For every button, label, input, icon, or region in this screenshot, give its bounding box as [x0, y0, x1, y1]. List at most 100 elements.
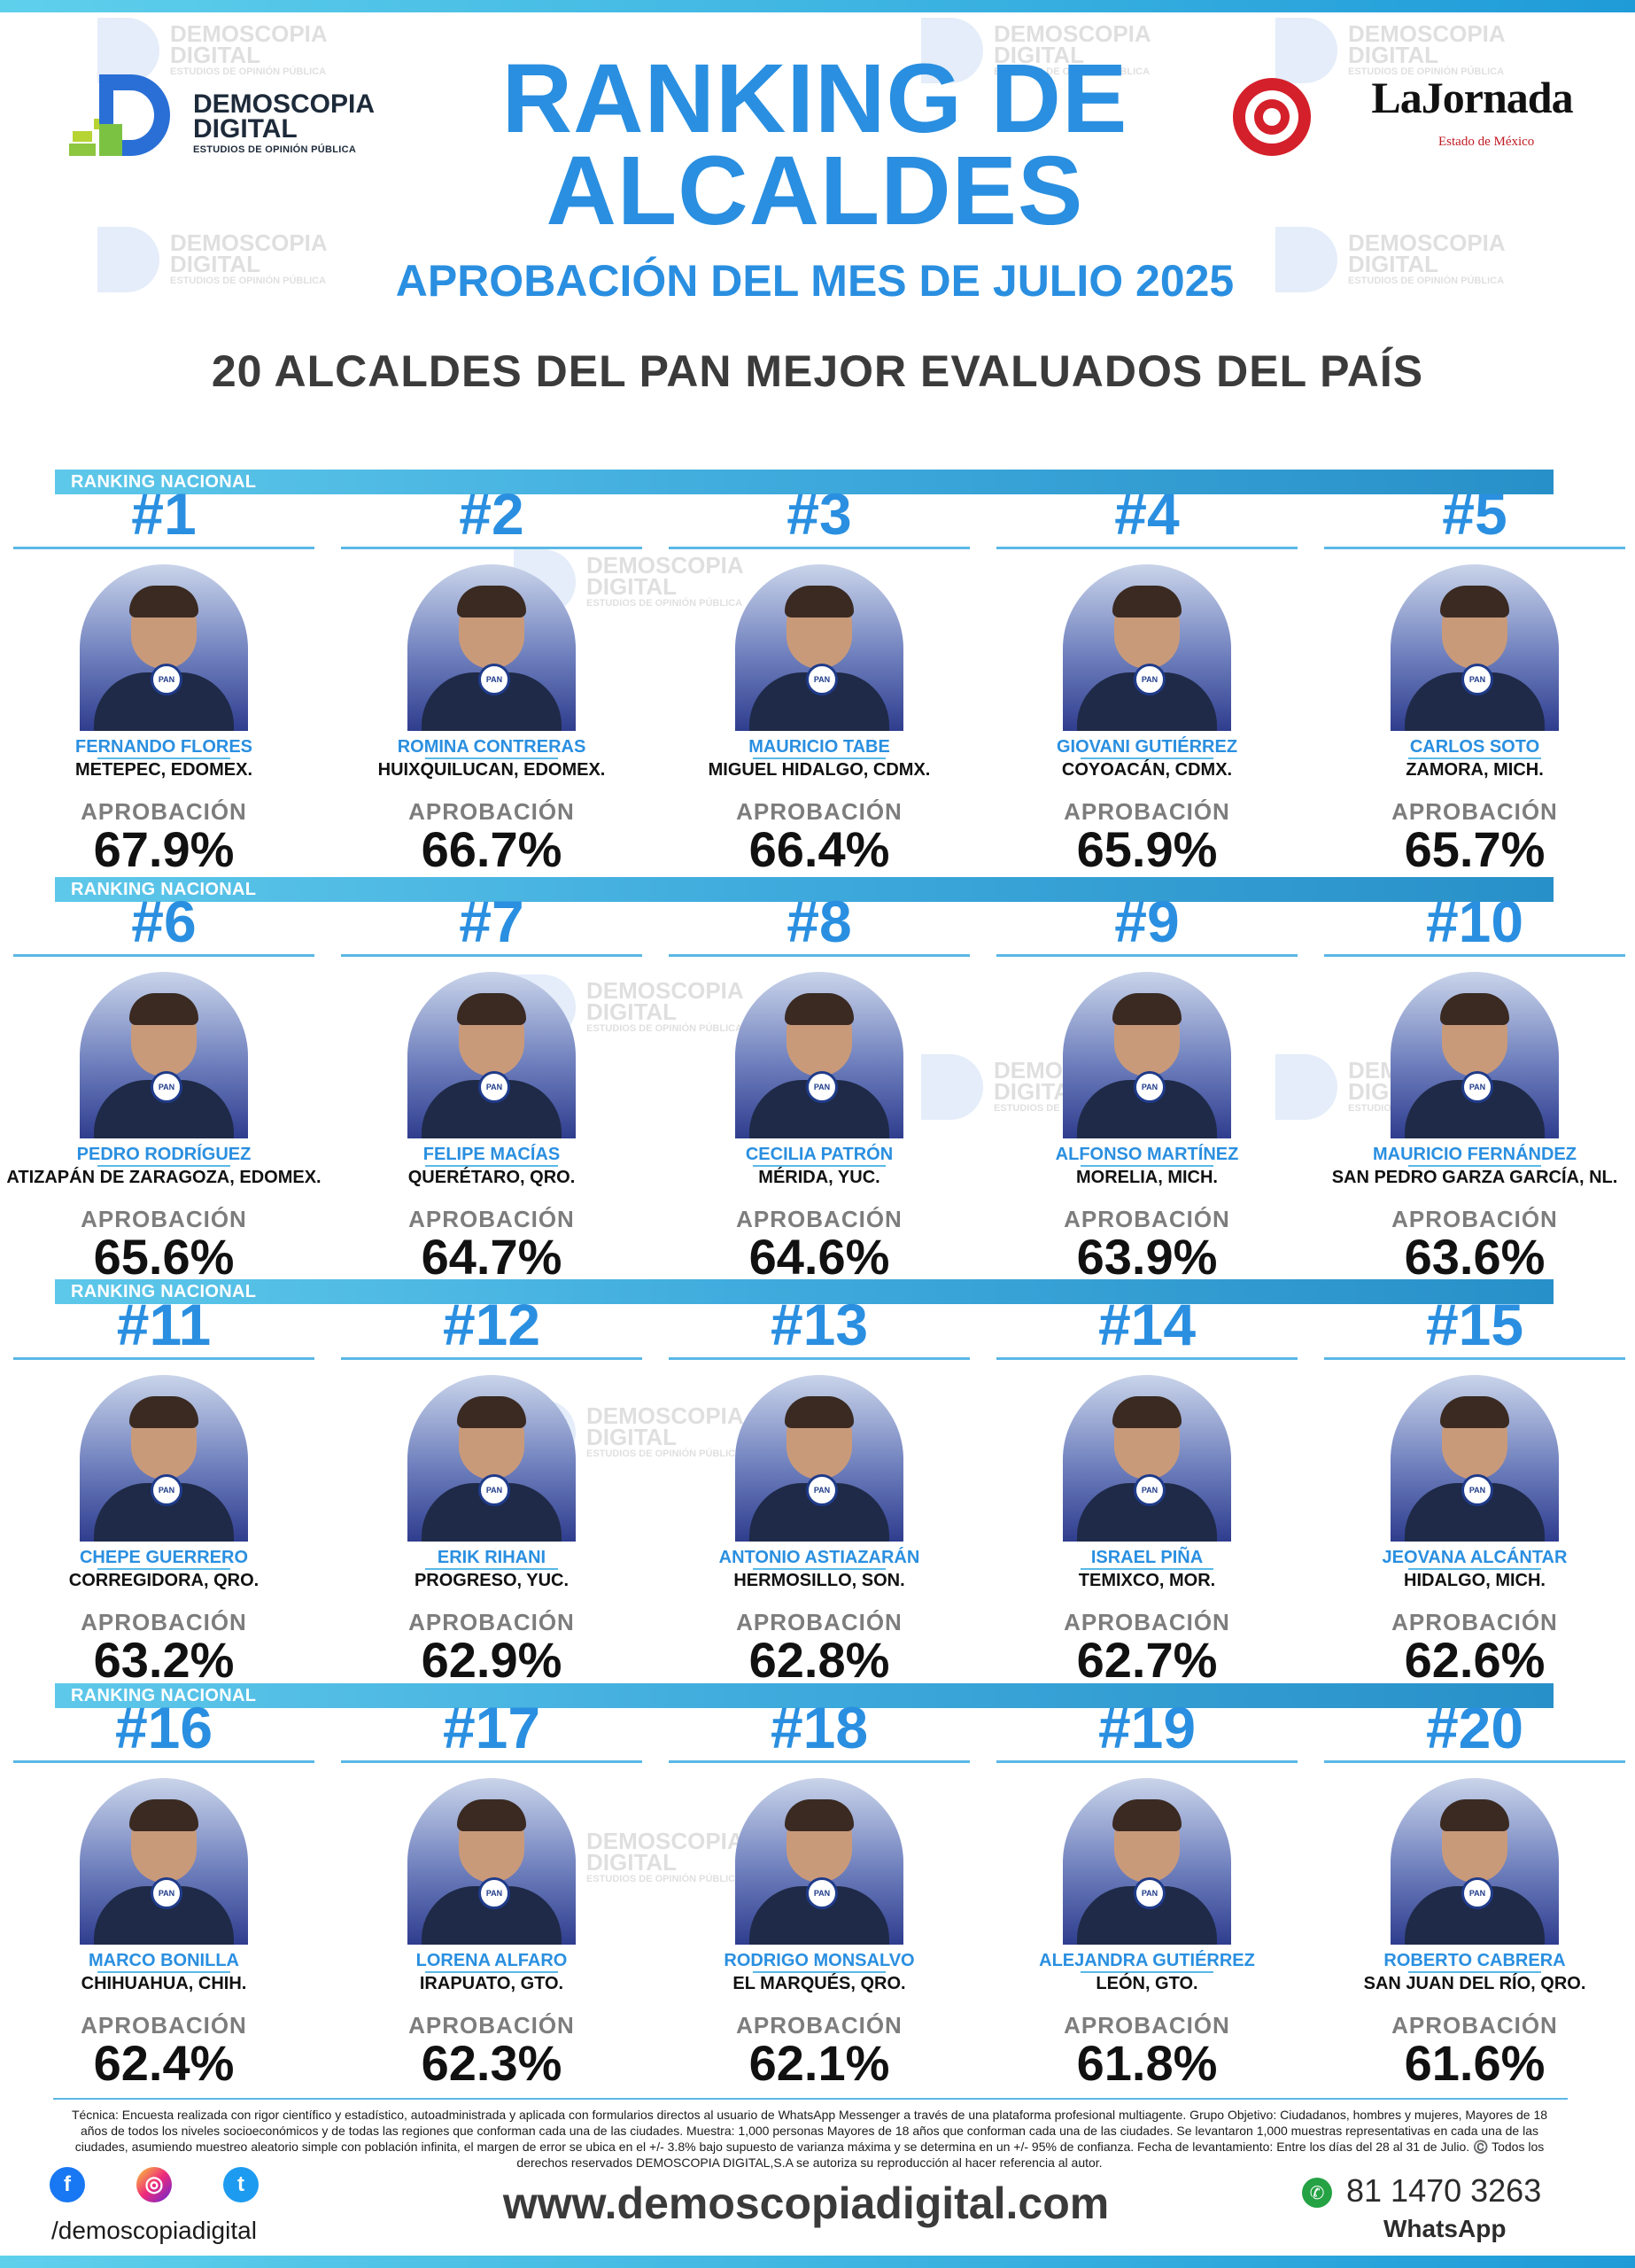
rank-number: #12 — [442, 1292, 541, 1357]
footer-divider — [53, 2098, 1568, 2100]
pan-badge-icon: PAN — [151, 1877, 182, 1909]
bottom-accent-bar — [0, 2256, 1635, 2268]
rank-divider — [669, 547, 970, 549]
rank-divider — [341, 1357, 642, 1360]
mayor-photo: PAN — [407, 1375, 576, 1542]
mayor-municipality: ATIZAPÁN DE ZARAGOZA, EDOMEX. — [6, 1168, 322, 1187]
rank-number: #13 — [770, 1292, 869, 1357]
pan-badge-icon: PAN — [151, 1071, 182, 1103]
approval-label: APROBACIÓN — [736, 2012, 903, 2039]
rank-divider — [13, 1760, 314, 1763]
mayor-card: #14 PAN ISRAEL PIÑA TEMIXCO, MOR. APROBACIÓN… — [996, 1292, 1298, 1687]
rank-number: #8 — [787, 889, 852, 954]
portrait-hair — [457, 993, 526, 1025]
instagram-icon[interactable]: ◎ — [136, 2167, 172, 2202]
mayor-card: #11 PAN CHEPE GUERRERO CORREGIDORA, QRO. APR… — [13, 1293, 314, 1687]
portrait-hair — [785, 1799, 854, 1831]
rank-number: #1 — [131, 481, 197, 547]
rank-divider — [13, 1357, 314, 1360]
mayor-card: #18 PAN RODRIGO MONSALVO EL MARQUÉS, QRO. AP… — [669, 1697, 970, 2090]
rank-number: #19 — [1097, 1695, 1197, 1760]
mayor-photo: PAN — [735, 564, 903, 731]
whatsapp-phone: 81 1470 3263 — [1346, 2172, 1542, 2209]
approval-label: APROBACIÓN — [1064, 2012, 1230, 2039]
rank-divider — [13, 547, 314, 549]
website-link[interactable]: www.demoscopiadigital.com — [502, 2179, 1110, 2228]
whatsapp-contact[interactable]: ✆ 81 1470 3263 WhatsApp — [1302, 2172, 1568, 2249]
pan-badge-icon: PAN — [806, 1877, 838, 1909]
approval-value: 63.2% — [93, 1632, 235, 1688]
name-divider — [425, 757, 558, 759]
mayor-photo: PAN — [1063, 1778, 1231, 1945]
mayor-name: ALEJANDRA GUTIÉRREZ — [1039, 1951, 1255, 1970]
approval-value: 61.8% — [1076, 2035, 1218, 2091]
name-divider — [425, 1971, 558, 1973]
social-handle[interactable]: /demoscopiadigital — [51, 2217, 257, 2244]
approval-label: APROBACIÓN — [1391, 1609, 1558, 1635]
approval-label: APROBACIÓN — [1391, 798, 1558, 825]
pan-badge-icon: PAN — [478, 664, 510, 695]
mayor-name: ALFONSO MARTÍNEZ — [1055, 1145, 1239, 1164]
rank-number: #5 — [1442, 481, 1507, 547]
approval-value: 62.7% — [1076, 1632, 1218, 1688]
rank-divider — [996, 1760, 1298, 1763]
portrait-hair — [1440, 993, 1509, 1025]
portrait-hair — [785, 586, 854, 617]
twitter-icon[interactable]: t — [223, 2167, 259, 2202]
mayor-municipality: SAN JUAN DEL RÍO, QRO. — [1363, 1974, 1586, 1993]
page-title: RANKING DE ALCALDES — [501, 44, 1128, 245]
la-jornada-logo: LaJornada Estado de México — [1229, 74, 1574, 163]
name-divider — [753, 757, 886, 759]
mayor-name: ROBERTO CABRERA — [1383, 1951, 1566, 1970]
approval-value: 62.3% — [421, 2035, 562, 2091]
mayor-municipality: QUERÉTARO, QRO. — [407, 1168, 576, 1187]
mayor-name: FERNANDO FLORES — [75, 737, 252, 757]
page-headline: 20 ALCALDES DEL PAN MEJOR EVALUADOS DEL … — [211, 346, 1424, 396]
portrait-hair — [457, 586, 526, 617]
rank-number: #15 — [1425, 1292, 1524, 1357]
whatsapp-label: WhatsApp — [1383, 2215, 1507, 2242]
portrait-hair — [1112, 1799, 1182, 1831]
pan-badge-icon: PAN — [478, 1877, 510, 1909]
portrait-hair — [1112, 586, 1182, 617]
approval-label: APROBACIÓN — [736, 798, 903, 825]
mayor-municipality: PROGRESO, YUC. — [414, 1571, 570, 1590]
name-divider — [425, 1165, 558, 1167]
jornada-wordmark: LaJornada — [1371, 73, 1573, 122]
pan-badge-icon: PAN — [1461, 664, 1493, 695]
pan-badge-icon: PAN — [478, 1474, 510, 1506]
mayor-card: #4 PAN GIOVANI GUTIÉRREZ COYOACÁN, CDMX. APR… — [996, 483, 1298, 876]
mayor-name: FELIPE MACÍAS — [422, 1145, 561, 1164]
rank-number: #16 — [114, 1695, 213, 1760]
approval-value: 64.7% — [421, 1229, 562, 1285]
rank-divider — [341, 954, 642, 957]
mayor-municipality: COYOACÁN, CDMX. — [1061, 760, 1233, 780]
section-bar: RANKING NACIONAL — [55, 877, 1554, 902]
rank-number: #7 — [459, 889, 524, 954]
portrait-hair — [1112, 993, 1182, 1025]
mayor-name: MAURICIO TABE — [748, 737, 890, 757]
rank-number: #14 — [1097, 1292, 1197, 1357]
approval-value: 65.6% — [93, 1229, 235, 1285]
portrait-hair — [1440, 586, 1509, 617]
section-bar: RANKING NACIONAL — [55, 1279, 1554, 1304]
name-divider — [97, 1165, 230, 1167]
approval-label: APROBACIÓN — [81, 1609, 247, 1635]
pan-badge-icon: PAN — [151, 664, 182, 695]
name-divider — [753, 1971, 886, 1973]
rank-number: #10 — [1425, 889, 1524, 954]
mayor-photo: PAN — [735, 1778, 903, 1945]
rank-divider — [669, 1357, 970, 1360]
demoscopia-d-icon — [69, 74, 170, 156]
mayor-card: #10 PAN MAURICIO FERNÁNDEZ SAN PEDRO GARZA … — [1324, 889, 1625, 1284]
mayor-name: ERIK RIHANI — [437, 1548, 546, 1567]
mayor-municipality: MIGUEL HIDALGO, CDMX. — [708, 760, 931, 780]
mayor-photo: PAN — [735, 972, 903, 1138]
facebook-icon[interactable]: f — [50, 2167, 85, 2202]
mayor-card: #19 PAN ALEJANDRA GUTIÉRREZ LEÓN, GTO. APROB… — [996, 1695, 1298, 2090]
approval-label: APROBACIÓN — [1391, 2012, 1558, 2039]
mayor-municipality: HIDALGO, MICH. — [1404, 1571, 1546, 1590]
mayor-card: #9 PAN ALFONSO MARTÍNEZ MORELIA, MICH. APROB… — [996, 890, 1298, 1284]
jornada-edition: Estado de México — [1438, 135, 1535, 149]
approval-label: APROBACIÓN — [1391, 1206, 1558, 1232]
